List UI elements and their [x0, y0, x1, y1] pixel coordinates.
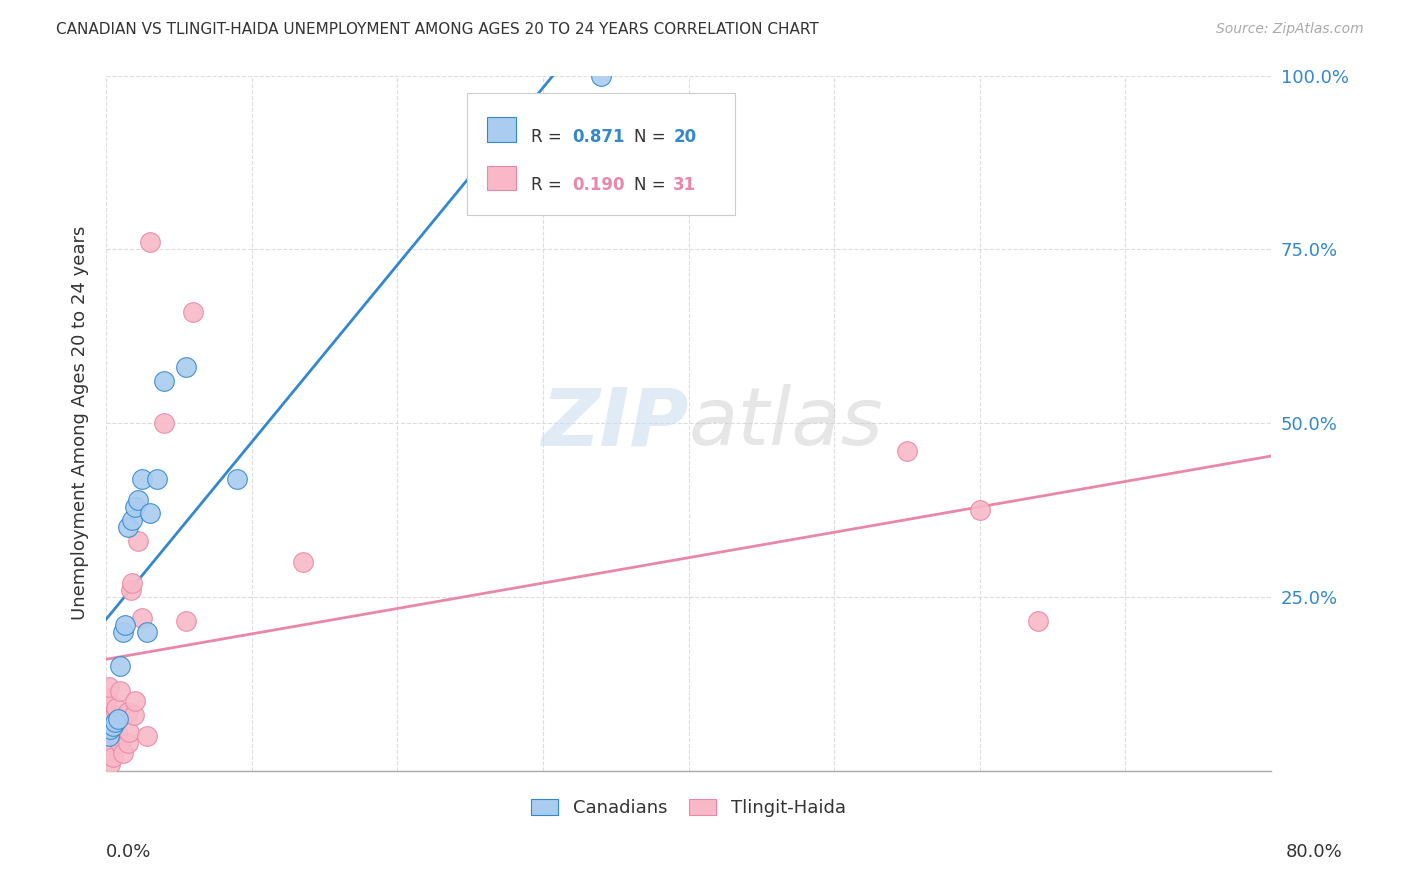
Point	[110, 683, 132, 698]
Point	[122, 708, 145, 723]
Point	[117, 736, 139, 750]
Point	[124, 500, 146, 514]
FancyBboxPatch shape	[467, 93, 735, 215]
Point	[98, 743, 121, 757]
Text: atlas: atlas	[689, 384, 883, 462]
Point	[103, 718, 125, 732]
Text: N =: N =	[634, 128, 671, 145]
Point	[94, 694, 117, 708]
Point	[98, 756, 121, 771]
Point	[135, 624, 157, 639]
Point	[117, 520, 139, 534]
Point	[127, 492, 149, 507]
Point	[135, 729, 157, 743]
Text: 0.871: 0.871	[572, 128, 624, 145]
Point	[107, 712, 129, 726]
Point	[153, 416, 176, 430]
Point	[124, 694, 146, 708]
Point	[131, 611, 153, 625]
Point	[1026, 614, 1049, 628]
Bar	[486, 166, 516, 190]
Point	[174, 360, 197, 375]
Point	[121, 513, 143, 527]
Y-axis label: Unemployment Among Ages 20 to 24 years: Unemployment Among Ages 20 to 24 years	[72, 226, 89, 620]
Point	[118, 725, 141, 739]
Point	[127, 534, 149, 549]
Point	[98, 722, 121, 736]
Text: 31: 31	[673, 177, 696, 194]
Point	[138, 507, 160, 521]
Text: 0.190: 0.190	[572, 177, 624, 194]
Point	[181, 305, 204, 319]
Point	[120, 582, 142, 597]
Text: CANADIAN VS TLINGIT-HAIDA UNEMPLOYMENT AMONG AGES 20 TO 24 YEARS CORRELATION CHA: CANADIAN VS TLINGIT-HAIDA UNEMPLOYMENT A…	[56, 22, 818, 37]
Text: 20: 20	[673, 128, 696, 145]
Text: ZIP: ZIP	[541, 384, 689, 462]
Point	[97, 729, 120, 743]
Point	[97, 680, 120, 694]
Point	[110, 736, 132, 750]
Point	[174, 614, 197, 628]
Bar	[486, 117, 516, 142]
Text: 80.0%: 80.0%	[1286, 843, 1343, 861]
Text: Source: ZipAtlas.com: Source: ZipAtlas.com	[1216, 22, 1364, 37]
Point	[226, 472, 249, 486]
Point	[131, 472, 153, 486]
Point	[104, 714, 127, 729]
Point	[114, 617, 136, 632]
Point	[96, 690, 118, 705]
Point	[103, 749, 125, 764]
Legend: Canadians, Tlingit-Haida: Canadians, Tlingit-Haida	[524, 791, 853, 824]
Point	[112, 624, 135, 639]
Text: R =: R =	[531, 177, 567, 194]
Point	[112, 747, 135, 761]
Point	[105, 701, 128, 715]
Text: N =: N =	[634, 177, 671, 194]
Point	[138, 235, 160, 250]
Point	[104, 708, 127, 723]
Point	[153, 375, 176, 389]
Point	[969, 503, 991, 517]
Point	[146, 472, 169, 486]
Point	[107, 729, 129, 743]
Point	[103, 712, 125, 726]
Point	[117, 705, 139, 719]
Text: R =: R =	[531, 128, 567, 145]
Point	[110, 659, 132, 673]
Point	[291, 555, 314, 569]
Point	[896, 444, 918, 458]
Point	[121, 576, 143, 591]
Point	[591, 69, 613, 83]
Text: 0.0%: 0.0%	[105, 843, 150, 861]
